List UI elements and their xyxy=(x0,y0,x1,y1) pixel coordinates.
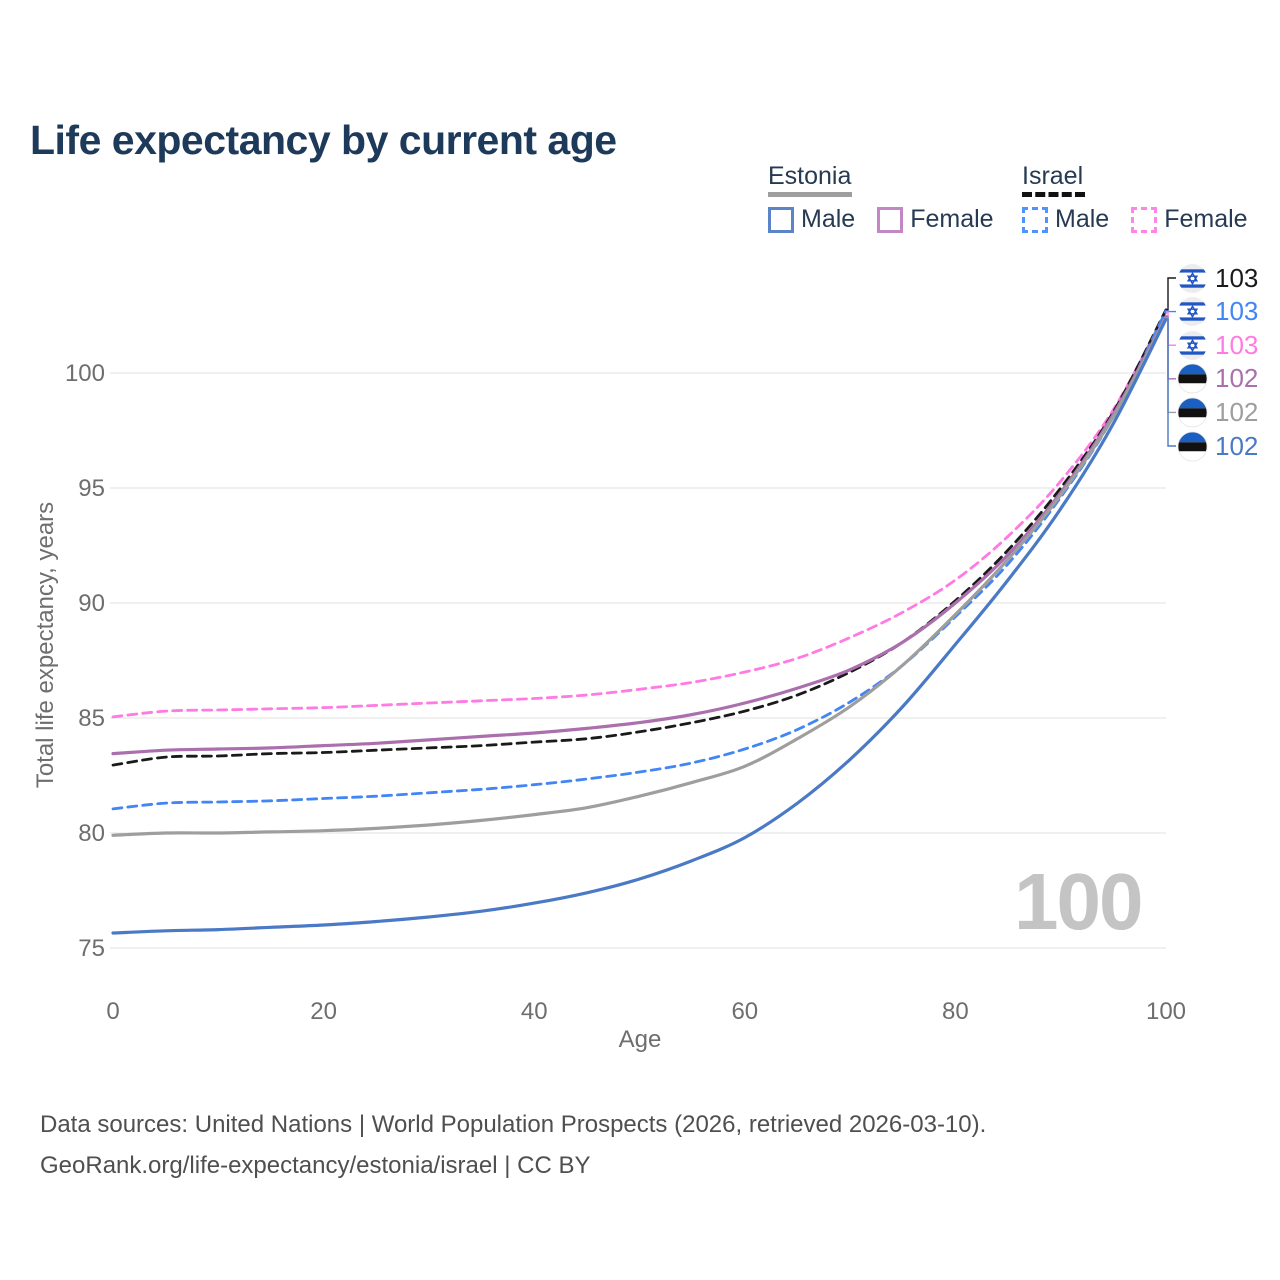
israel-female-label: Female xyxy=(1164,205,1248,233)
legend-item-israel-male[interactable]: Male xyxy=(1022,205,1109,234)
series-line-estonia_female[interactable] xyxy=(111,315,1168,756)
legend-estonia-label: Estonia xyxy=(768,162,852,190)
x-tick-label-40: 40 xyxy=(521,998,548,1025)
age-counter-watermark: 100 xyxy=(1014,857,1143,946)
series-line-israel_both[interactable] xyxy=(111,308,1168,767)
legend-estonia-header[interactable]: Estonia xyxy=(768,162,994,197)
footer-sources-line: Data sources: United Nations | World Pop… xyxy=(40,1111,987,1138)
leader-line-estonia_male xyxy=(1166,318,1176,447)
footer-attribution-line: GeoRank.org/life-expectancy/estonia/isra… xyxy=(40,1152,591,1179)
estonia-male-swatch-icon xyxy=(768,206,794,233)
x-tick-label-20: 20 xyxy=(310,998,337,1025)
y-tick-label-90: 90 xyxy=(78,590,105,617)
x-tick-label-60: 60 xyxy=(731,998,758,1025)
estonia-female-swatch-icon xyxy=(877,206,904,233)
x-tick-label-80: 80 xyxy=(942,998,969,1025)
y-tick-label-100: 100 xyxy=(65,360,105,387)
legend-israel-header[interactable]: Israel xyxy=(1022,162,1248,197)
legend-row-israel: Male Female xyxy=(1022,205,1248,234)
legend-group-israel: Israel Male Female xyxy=(1022,162,1248,234)
israel-female-swatch-icon xyxy=(1131,206,1158,233)
chart-title: Life expectancy by current age xyxy=(30,117,617,164)
y-axis-title: Total life expectancy, years xyxy=(32,501,59,789)
x-axis-title: Age xyxy=(618,1026,662,1053)
legend-group-estonia: Estonia Male Female xyxy=(768,162,994,234)
leader-line-israel_male xyxy=(1166,310,1176,313)
series-line-estonia_both[interactable] xyxy=(111,316,1168,837)
estonia-female-label: Female xyxy=(910,205,994,233)
legend-row-estonia: Male Female xyxy=(768,205,994,234)
legend-item-estonia-female[interactable]: Female xyxy=(877,205,994,234)
estonia-male-label: Male xyxy=(801,205,856,233)
series-line-estonia_male[interactable] xyxy=(111,317,1168,935)
y-tick-label-80: 80 xyxy=(78,820,105,847)
estonia-total-line-swatch xyxy=(768,192,852,197)
legend-israel-label: Israel xyxy=(1022,162,1084,190)
israel-male-swatch-icon xyxy=(1022,206,1048,233)
y-tick-label-85: 85 xyxy=(78,705,105,732)
y-tick-label-95: 95 xyxy=(78,475,105,502)
israel-total-line-swatch xyxy=(1022,192,1085,197)
leader-line-israel_both xyxy=(1166,277,1176,311)
series-line-israel_female[interactable] xyxy=(111,310,1168,719)
israel-male-label: Male xyxy=(1055,205,1110,233)
series-line-israel_male[interactable] xyxy=(111,309,1168,811)
legend-item-estonia-male[interactable]: Male xyxy=(768,205,855,234)
y-tick-label-75: 75 xyxy=(78,935,105,962)
footer: Data sources: United Nations | World Pop… xyxy=(40,1104,986,1186)
x-tick-label-0: 0 xyxy=(106,998,119,1025)
legend-item-israel-female[interactable]: Female xyxy=(1131,205,1248,234)
x-tick-label-100: 100 xyxy=(1146,998,1186,1025)
